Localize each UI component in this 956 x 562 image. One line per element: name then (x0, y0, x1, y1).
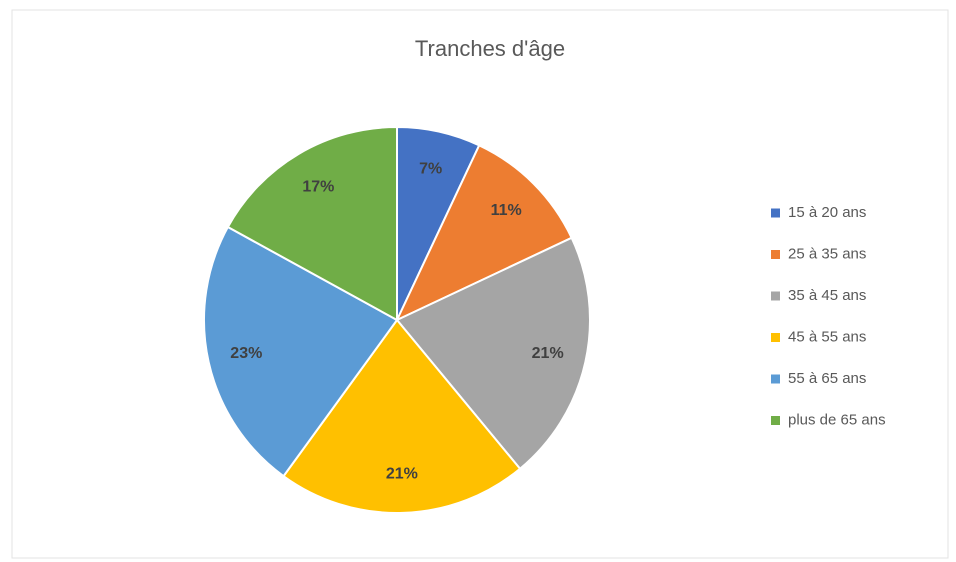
legend-swatch (771, 291, 780, 301)
data-label: 23% (230, 345, 262, 362)
data-label: 11% (491, 202, 522, 219)
data-label: 17% (302, 178, 334, 195)
chart-title: Tranches d'âge (415, 36, 565, 61)
legend-label: 45 à 55 ans (788, 328, 866, 345)
data-label: 21% (532, 345, 564, 362)
legend-label: plus de 65 ans (788, 411, 886, 428)
pie-slice (395, 236, 591, 471)
legend-label: 55 à 65 ans (788, 370, 866, 387)
legend-swatch (771, 250, 780, 259)
pie-slice (282, 318, 522, 514)
data-label: 21% (386, 466, 418, 483)
pie-slice (226, 125, 398, 322)
legend-label: 15 à 20 ans (788, 204, 866, 221)
legend-swatch (771, 208, 780, 218)
legend-label: 35 à 45 ans (788, 287, 866, 304)
legend-swatch (771, 416, 780, 425)
legend-swatch (771, 333, 780, 342)
data-label: 7% (419, 161, 442, 178)
pie-slice (203, 225, 399, 478)
legend-swatch (771, 374, 780, 384)
legend-label: 25 à 35 ans (788, 245, 866, 262)
pie-slice (394, 144, 573, 323)
